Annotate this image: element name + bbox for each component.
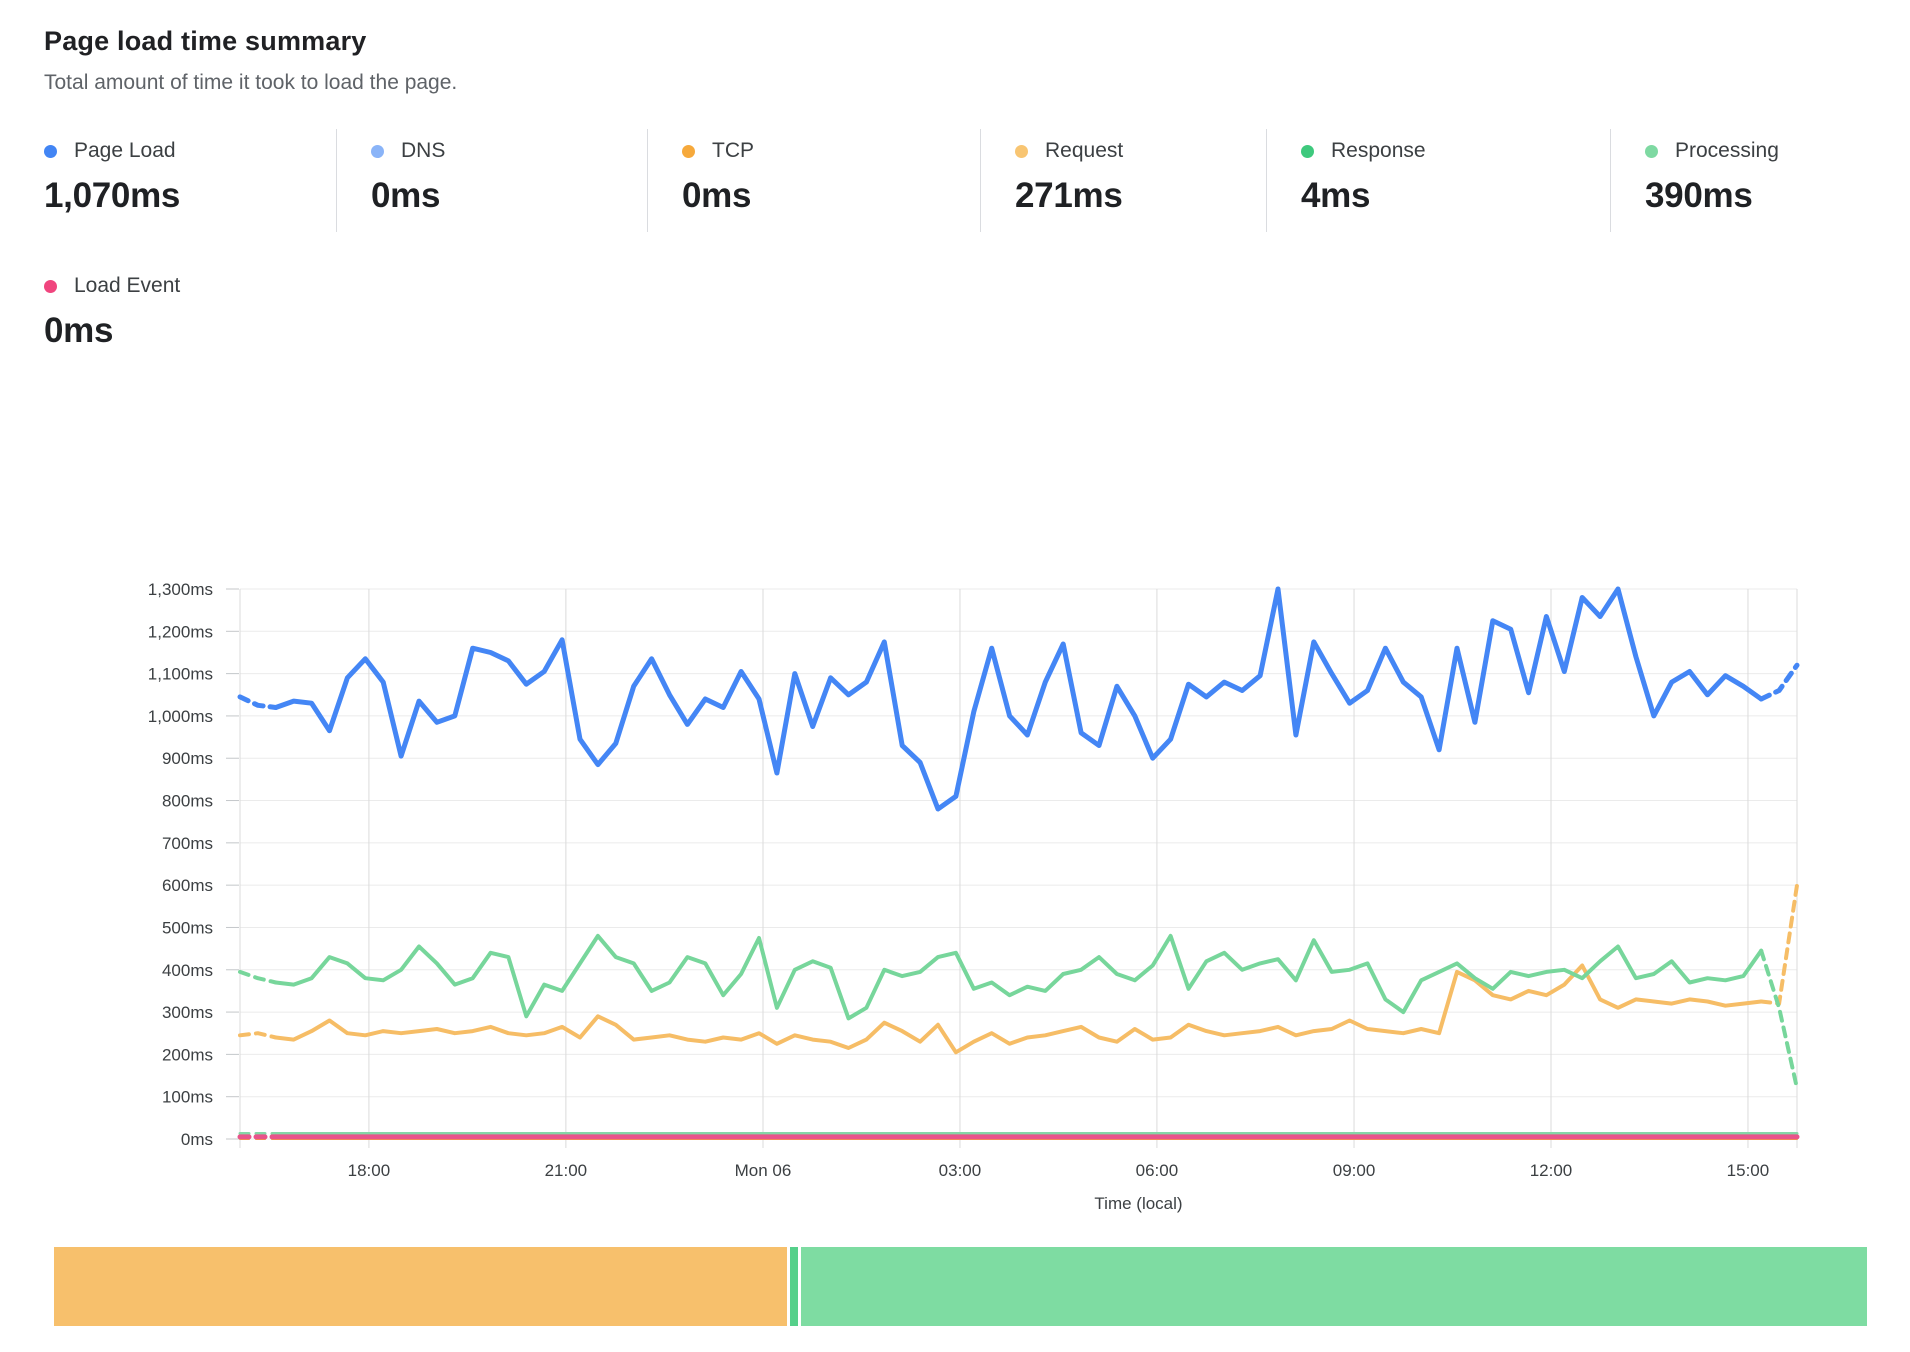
metrics-row-2: Load Event 0ms [44, 274, 1910, 351]
metric-value: 0ms [44, 311, 114, 350]
svg-text:200ms: 200ms [162, 1045, 213, 1064]
metric-value: 4ms [1301, 176, 1371, 215]
metric-value: 390ms [1645, 176, 1753, 215]
svg-text:18:00: 18:00 [348, 1161, 391, 1180]
svg-text:1,300ms: 1,300ms [148, 580, 213, 599]
page-title: Page load time summary [44, 26, 367, 56]
metric-response[interactable]: Response 4ms [1266, 129, 1610, 232]
metric-value: 271ms [1015, 176, 1123, 215]
metric-processing[interactable]: Processing 390ms [1610, 129, 1890, 232]
metric-label: Page Load [74, 139, 176, 162]
tcp-legend-dot-icon [682, 144, 695, 158]
request-legend-dot-icon [1015, 144, 1028, 158]
svg-text:700ms: 700ms [162, 834, 213, 853]
metric-load-event[interactable]: Load Event 0ms [44, 274, 1910, 351]
metric-label: DNS [401, 139, 446, 162]
svg-text:15:00: 15:00 [1727, 1161, 1770, 1180]
svg-text:400ms: 400ms [162, 961, 213, 980]
metric-label: Load Event [74, 274, 181, 297]
metric-page-load[interactable]: Page Load 1,070ms [44, 129, 336, 232]
metric-label: Response [1331, 139, 1426, 162]
svg-text:600ms: 600ms [162, 876, 213, 895]
processing-legend-dot-icon [1645, 144, 1658, 158]
svg-text:300ms: 300ms [162, 1003, 213, 1022]
metrics-row: Page Load 1,070ms DNS 0ms TCP 0ms Reques… [44, 129, 1910, 232]
svg-text:100ms: 100ms [162, 1088, 213, 1107]
svg-text:500ms: 500ms [162, 918, 213, 937]
metric-value: 0ms [371, 176, 441, 215]
svg-text:03:00: 03:00 [939, 1161, 982, 1180]
svg-text:12:00: 12:00 [1530, 1161, 1573, 1180]
svg-text:Mon 06: Mon 06 [735, 1161, 792, 1180]
load-event-legend-dot-icon [44, 279, 57, 293]
svg-text:900ms: 900ms [162, 749, 213, 768]
metric-tcp[interactable]: TCP 0ms [647, 129, 980, 232]
svg-text:06:00: 06:00 [1136, 1161, 1179, 1180]
svg-text:0ms: 0ms [181, 1130, 213, 1149]
metric-value: 1,070ms [44, 176, 181, 215]
page: { "header": { "title": "Page load time s… [0, 26, 1910, 1352]
response-legend-dot-icon [1301, 144, 1314, 158]
svg-text:1,000ms: 1,000ms [148, 707, 213, 726]
brush-segment-processing-phase[interactable] [801, 1247, 1867, 1326]
page-load-time-chart[interactable]: 0ms 100ms 200ms 300ms 400ms 500ms 600ms 700ms 80… [0, 546, 1910, 1246]
brush-segment-request-phase[interactable] [54, 1247, 787, 1326]
timeseries-chart[interactable]: 0ms 100ms 200ms 300ms 400ms 500ms 600ms 700ms 80… [0, 546, 1910, 1246]
metric-value: 0ms [682, 176, 752, 215]
page-subtitle: Total amount of time it took to load the… [44, 71, 458, 94]
metric-dns[interactable]: DNS 0ms [336, 129, 647, 232]
svg-text:800ms: 800ms [162, 792, 213, 811]
metric-label: Processing [1675, 139, 1779, 162]
page-load-legend-dot-icon [44, 144, 57, 158]
dns-legend-dot-icon [371, 144, 384, 158]
svg-text:1,200ms: 1,200ms [148, 622, 213, 641]
timeline-brush-bar[interactable] [54, 1247, 1867, 1326]
svg-text:1,100ms: 1,100ms [148, 665, 213, 684]
svg-text:09:00: 09:00 [1333, 1161, 1376, 1180]
metric-request[interactable]: Request 271ms [980, 129, 1266, 232]
svg-text:Time (local): Time (local) [1094, 1194, 1182, 1213]
svg-text:21:00: 21:00 [545, 1161, 588, 1180]
metric-label: TCP [712, 139, 754, 162]
metric-label: Request [1045, 139, 1124, 162]
brush-segment-divider-sliver[interactable] [790, 1247, 798, 1326]
